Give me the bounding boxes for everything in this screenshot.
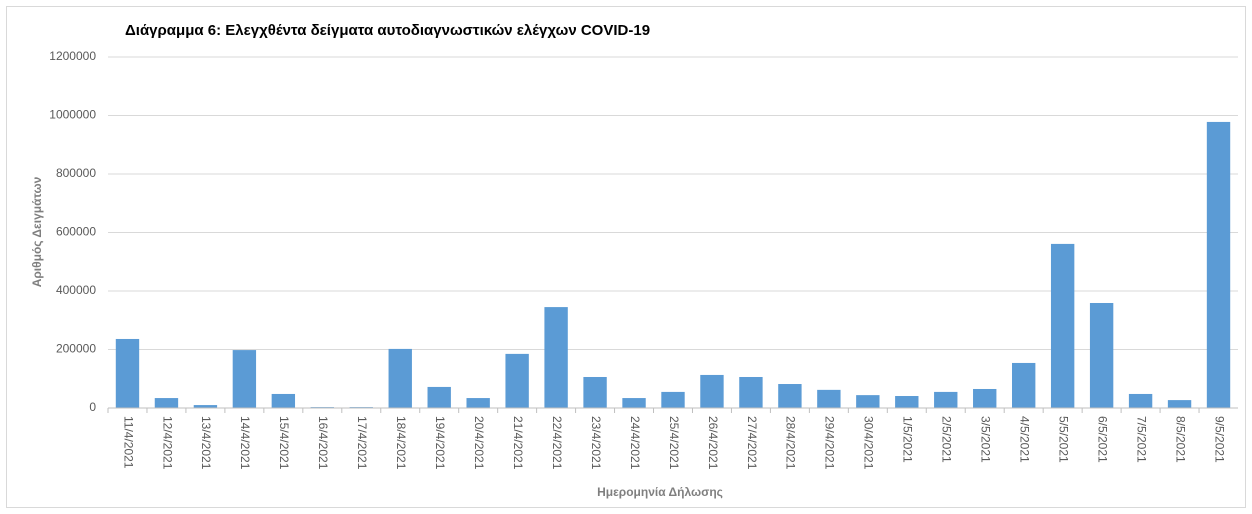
bar: [193, 405, 218, 408]
x-tick-label: 11/4/2021: [121, 416, 135, 469]
y-tick-label: 0: [89, 400, 96, 414]
x-tick-label: 15/4/2021: [277, 416, 291, 470]
x-tick-label: 22/4/2021: [550, 416, 564, 470]
y-tick-label: 200000: [56, 342, 96, 356]
bar: [232, 350, 257, 408]
bar: [388, 348, 412, 408]
y-tick-label: 1000000: [49, 108, 96, 122]
bar: [778, 384, 802, 408]
y-tick-label: 800000: [56, 166, 96, 180]
bar: [661, 391, 685, 408]
x-tick-label: 1/5/2021: [901, 416, 915, 463]
x-tick-label: 20/4/2021: [472, 416, 486, 470]
y-tick-label: 600000: [56, 225, 96, 239]
x-tick-label: 30/4/2021: [862, 416, 876, 470]
x-tick-label: 23/4/2021: [589, 416, 603, 470]
bar: [817, 389, 841, 408]
bar: [622, 398, 646, 408]
bar: [505, 353, 529, 408]
y-tick-label: 400000: [56, 283, 96, 297]
x-tick-label: 19/4/2021: [433, 416, 447, 470]
bar: [271, 393, 296, 408]
bar: [154, 398, 179, 408]
bar: [1128, 393, 1153, 408]
x-tick-label: 6/5/2021: [1095, 416, 1109, 463]
y-tick-label: 1200000: [49, 49, 96, 63]
bar: [895, 396, 919, 408]
bar: [973, 388, 997, 408]
chart-title: Διάγραμμα 6: Ελεγχθέντα δείγματα αυτοδια…: [125, 22, 650, 39]
x-tick-label: 17/4/2021: [355, 416, 369, 470]
x-tick-label: 24/4/2021: [628, 416, 642, 470]
bar: [739, 376, 763, 408]
x-tick-label: 9/5/2021: [1212, 416, 1226, 463]
bar: [583, 376, 607, 408]
x-tick-label: 21/4/2021: [511, 416, 525, 470]
bar: [1206, 121, 1231, 408]
x-tick-label: 29/4/2021: [823, 416, 837, 470]
bar: [115, 338, 140, 408]
x-tick-label: 26/4/2021: [706, 416, 720, 470]
bar: [466, 398, 490, 408]
bar: [1012, 362, 1036, 408]
bar: [1167, 400, 1192, 408]
x-tick-label: 16/4/2021: [316, 416, 330, 470]
bar: [1050, 243, 1075, 408]
x-tick-label: 8/5/2021: [1173, 416, 1187, 463]
x-tick-label: 27/4/2021: [745, 416, 759, 470]
bar: [934, 391, 958, 408]
bar: [856, 395, 880, 408]
x-tick-label: 14/4/2021: [238, 416, 252, 470]
x-tick-label: 5/5/2021: [1056, 416, 1070, 463]
bar: [700, 374, 724, 408]
x-tick-label: 18/4/2021: [394, 416, 408, 470]
x-tick-label: 12/4/2021: [160, 416, 174, 470]
y-axis-title: Αριθμός Δειγμάτων: [30, 176, 44, 287]
x-tick-label: 7/5/2021: [1134, 416, 1148, 463]
x-tick-label: 28/4/2021: [784, 416, 798, 470]
x-axis-title: Ημερομηνία Δήλωσης: [597, 485, 723, 499]
bar: [427, 386, 451, 408]
bar: [1089, 302, 1114, 408]
chart-border: [6, 6, 1246, 508]
x-tick-label: 25/4/2021: [667, 416, 681, 470]
x-tick-label: 4/5/2021: [1018, 416, 1032, 463]
x-tick-label: 3/5/2021: [979, 416, 993, 463]
x-tick-label: 13/4/2021: [199, 416, 213, 470]
x-tick-label: 2/5/2021: [940, 416, 954, 463]
bar: [544, 307, 568, 408]
